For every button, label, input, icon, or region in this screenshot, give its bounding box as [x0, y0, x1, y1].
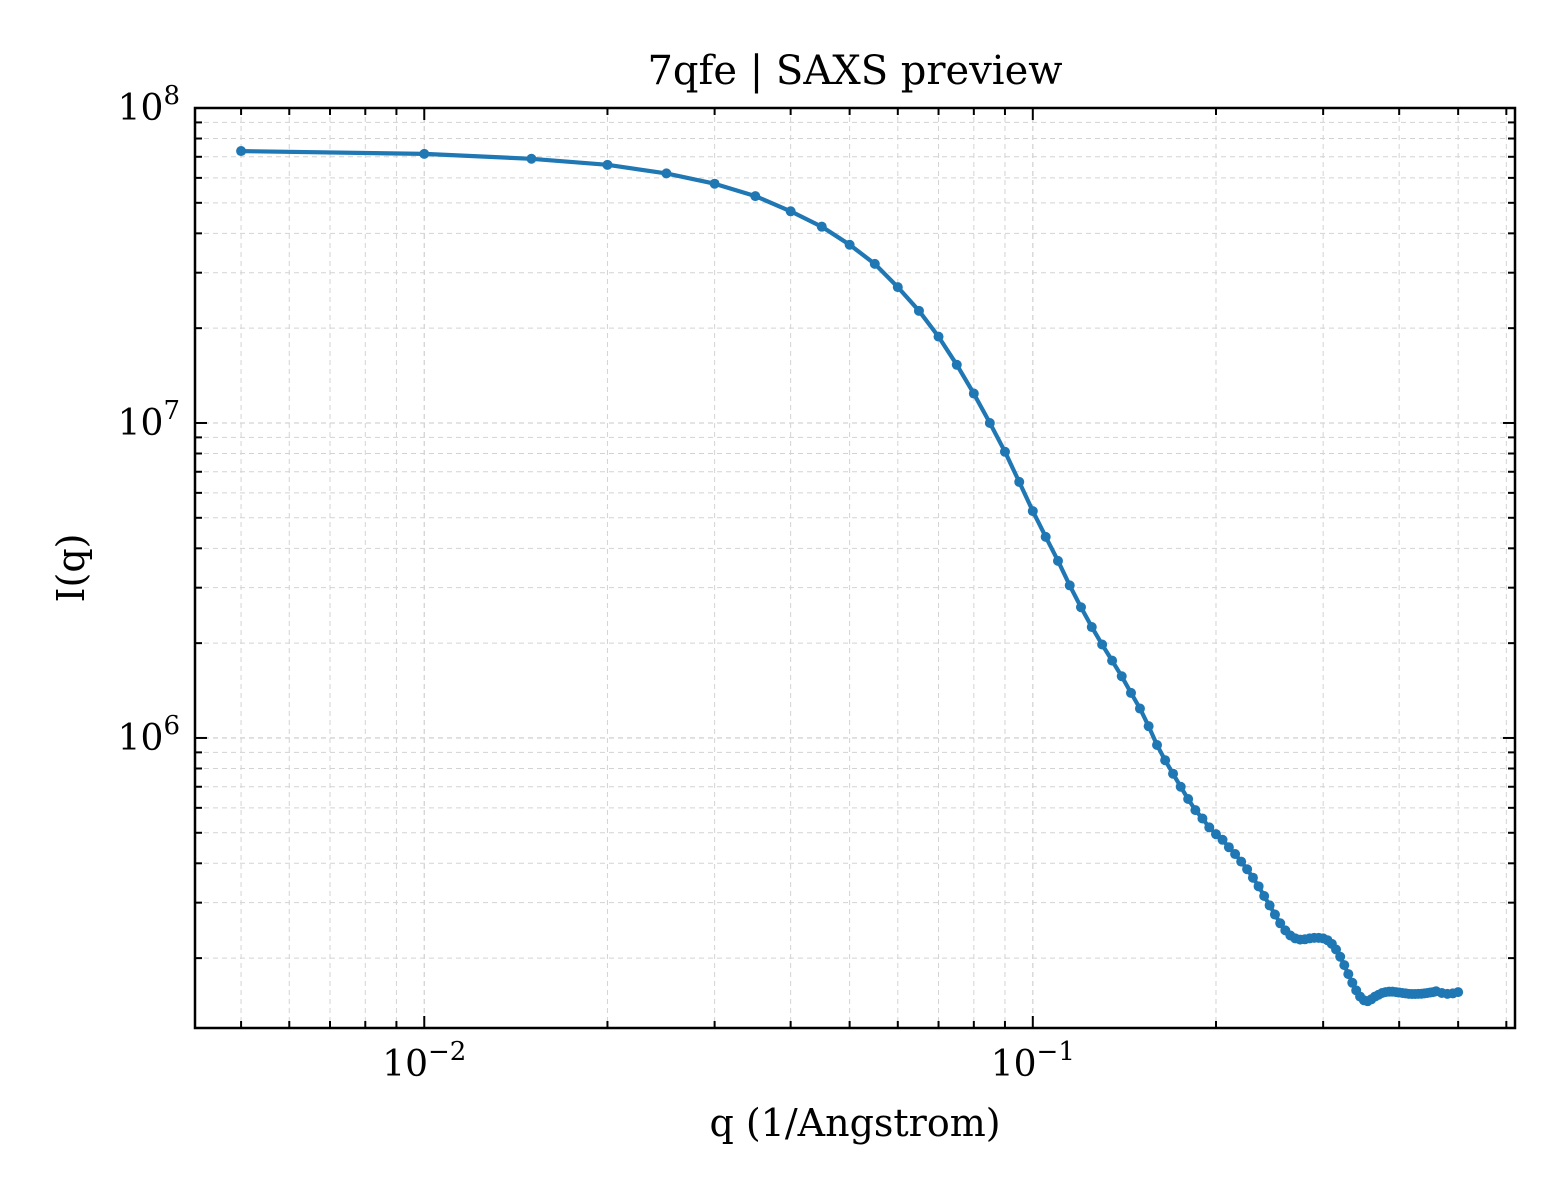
data-point — [709, 178, 720, 189]
data-point — [1453, 987, 1464, 998]
data-point — [602, 159, 613, 170]
grid-layer — [195, 107, 1515, 1028]
data-point — [1143, 721, 1154, 732]
data-point — [1190, 805, 1201, 816]
data-point — [1335, 951, 1346, 962]
label-layer: 10−2 10−1 106 107 108 — [118, 81, 1075, 1085]
data-point — [1247, 872, 1258, 883]
data-point — [1253, 881, 1264, 892]
data-point — [913, 305, 924, 316]
data-point — [951, 359, 962, 370]
data-point — [1116, 671, 1127, 682]
data-point — [869, 258, 880, 269]
data-point — [1230, 849, 1241, 860]
x-tick-label: 10−2 — [382, 1037, 466, 1085]
data-point — [419, 148, 430, 159]
data-point — [999, 446, 1010, 457]
y-tick-label: 108 — [118, 81, 180, 129]
data-point — [984, 417, 995, 428]
data-point — [1125, 687, 1136, 698]
data-point — [1275, 918, 1286, 929]
data-point — [1086, 622, 1097, 633]
y-tick-label: 106 — [118, 711, 180, 759]
data-point — [1264, 900, 1275, 911]
data-point — [1331, 944, 1342, 955]
data-point — [1027, 506, 1038, 517]
data-point — [1197, 813, 1208, 824]
data-point — [1339, 960, 1350, 971]
data-point — [1040, 531, 1051, 542]
data-point — [1168, 768, 1179, 779]
data-point — [892, 282, 903, 293]
x-axis-label: q (1/Angstrom) — [709, 1101, 1000, 1145]
data-point — [526, 153, 537, 164]
data-point — [236, 146, 247, 157]
data-point — [1217, 834, 1228, 845]
data-point — [1075, 602, 1086, 613]
tick-layer — [195, 107, 1515, 1028]
data-point — [1160, 755, 1171, 766]
data-point — [1223, 842, 1234, 853]
data-point — [1064, 580, 1075, 591]
data-point — [1242, 864, 1253, 875]
data-point — [1236, 856, 1247, 867]
data-point — [816, 221, 827, 232]
data-point — [1175, 781, 1186, 792]
data-point — [1107, 655, 1118, 666]
data-point — [844, 239, 855, 250]
data-point — [750, 191, 761, 202]
data-point — [1259, 890, 1270, 901]
data-point — [1014, 476, 1025, 487]
y-axis-label: I(q) — [49, 534, 93, 603]
data-point — [1204, 822, 1215, 833]
data-point — [661, 168, 672, 179]
y-tick-label: 107 — [118, 396, 180, 444]
data-point — [968, 388, 979, 399]
data-point — [1097, 639, 1108, 650]
plot-area-frame — [193, 106, 1517, 1030]
data-point — [933, 331, 944, 342]
data-point — [1343, 969, 1354, 980]
series-layer — [236, 146, 1464, 1007]
data-point — [1210, 829, 1221, 840]
x-tick-label: 10−1 — [991, 1037, 1075, 1085]
data-point — [1134, 703, 1145, 714]
data-point — [1269, 909, 1280, 920]
data-point — [785, 206, 796, 217]
chart-title: 7qfe | SAXS preview — [647, 48, 1062, 94]
data-point — [1183, 794, 1194, 805]
data-point — [1152, 739, 1163, 750]
data-point — [1347, 977, 1358, 988]
data-point — [1052, 555, 1063, 566]
